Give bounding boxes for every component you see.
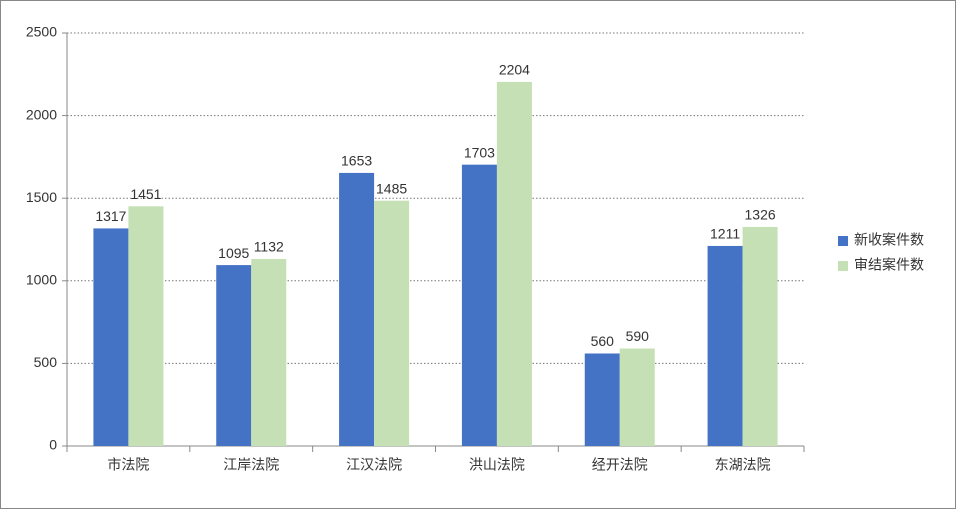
x-tick-label: 江岸法院 (223, 457, 279, 473)
data-label: 560 (591, 333, 615, 349)
bar (619, 348, 655, 446)
data-label: 590 (626, 328, 650, 344)
bar (584, 353, 620, 446)
bar (707, 245, 743, 446)
data-label: 2204 (499, 62, 530, 78)
y-tick-label: 1000 (26, 272, 57, 288)
data-label: 1653 (341, 153, 372, 169)
legend-swatch (838, 261, 848, 271)
data-label: 1326 (745, 207, 776, 223)
y-tick-label: 2000 (26, 106, 57, 122)
y-tick-label: 500 (34, 354, 58, 370)
bar (216, 265, 252, 446)
data-label: 1317 (95, 208, 126, 224)
bar (496, 81, 532, 446)
x-tick-label: 经开法院 (592, 457, 648, 473)
data-label: 1451 (130, 186, 161, 202)
bar (93, 228, 129, 446)
bar (251, 258, 287, 446)
data-label: 1095 (218, 245, 249, 261)
x-tick-label: 市法院 (107, 457, 149, 473)
bar (128, 206, 164, 446)
bar (461, 164, 497, 446)
data-label: 1132 (254, 239, 284, 255)
y-tick-label: 1500 (26, 189, 57, 205)
y-tick-label: 0 (49, 437, 57, 453)
x-tick-label: 洪山法院 (469, 457, 525, 473)
bar (742, 226, 778, 446)
x-tick-label: 东湖法院 (715, 457, 771, 473)
data-label: 1211 (710, 226, 740, 242)
bar (374, 200, 410, 446)
y-tick-label: 2500 (26, 24, 57, 40)
data-label: 1703 (464, 144, 495, 160)
data-label: 1485 (376, 180, 407, 196)
legend-label: 新收案件数 (854, 232, 924, 248)
x-tick-label: 江汉法院 (346, 457, 402, 473)
legend-label: 审结案件数 (854, 257, 924, 273)
legend-swatch (838, 236, 848, 246)
bar (339, 172, 375, 447)
